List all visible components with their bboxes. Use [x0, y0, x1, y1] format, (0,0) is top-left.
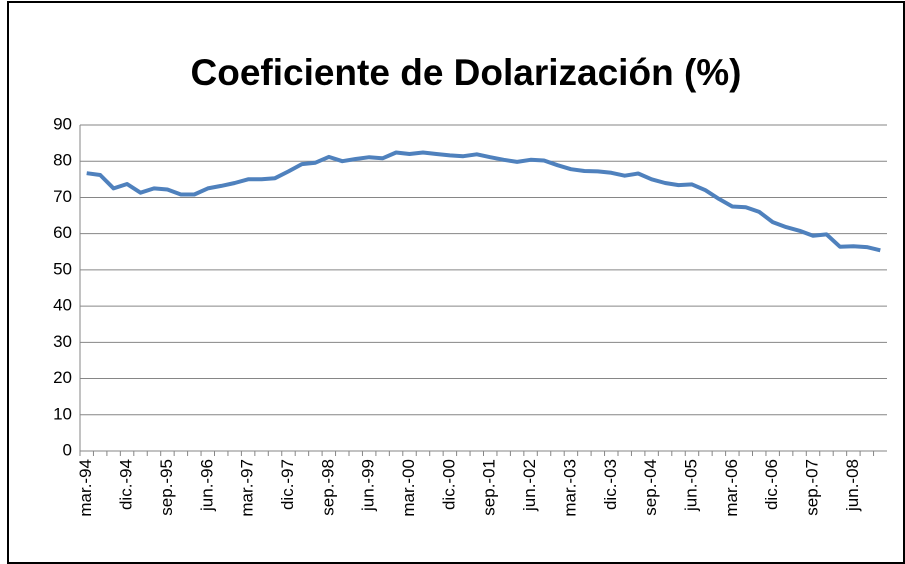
data-line [86, 150, 881, 253]
y-tick-label: 30 [53, 332, 72, 351]
x-tick-label: jun.-02 [520, 459, 539, 512]
x-tick-label: mar.-97 [238, 459, 257, 517]
y-tick-label: 0 [63, 440, 72, 459]
x-tick-label: sep.-07 [803, 459, 822, 516]
chart-title: Coeficiente de Dolarización (%) [191, 52, 742, 93]
y-tick-label: 10 [53, 404, 72, 423]
y-tick-label: 50 [53, 259, 72, 278]
chart-frame [7, 1, 905, 564]
x-tick-label: dic.-06 [762, 459, 781, 510]
y-tick-label: 20 [53, 368, 72, 387]
x-tick-label: jun.-08 [843, 459, 862, 512]
x-tick-label: dic.-94 [117, 459, 136, 510]
y-tick-label: 40 [53, 296, 72, 315]
x-tick-label: dic.-03 [601, 459, 620, 510]
y-tick-label: 80 [53, 151, 72, 170]
y-tick-label: 60 [53, 223, 72, 242]
x-tick-label: dic.-00 [439, 459, 458, 510]
x-tick-label: jun.-99 [359, 459, 378, 512]
y-tick-label: 90 [53, 114, 72, 133]
x-tick-label: mar.-00 [399, 459, 418, 517]
x-tick-label: mar.-94 [76, 459, 95, 517]
x-tick-label: jun.-96 [197, 459, 216, 512]
x-tick-label: dic.-97 [278, 459, 297, 510]
y-tick-label: 70 [53, 187, 72, 206]
x-tick-label: sep.-01 [480, 459, 499, 516]
x-tick-label: sep.-95 [157, 459, 176, 516]
x-tick-label: sep.-04 [641, 459, 660, 516]
x-tick-label: sep.-98 [318, 459, 337, 516]
x-tick-label: mar.-03 [560, 459, 579, 517]
x-tick-label: jun.-05 [681, 459, 700, 512]
x-tick-label: mar.-06 [722, 459, 741, 517]
